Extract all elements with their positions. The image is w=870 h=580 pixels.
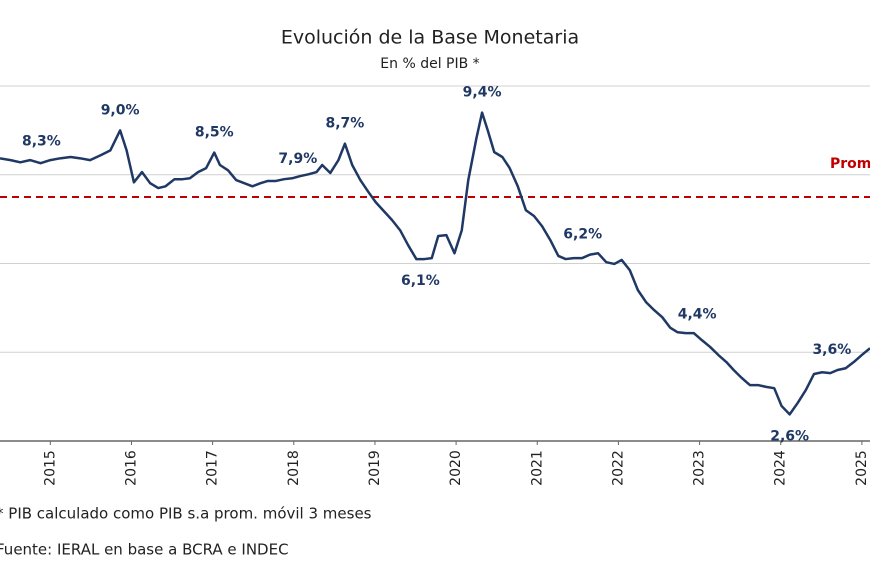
data-label: 9,4% xyxy=(463,85,502,101)
x-tick-label: 2021 xyxy=(529,450,545,486)
x-tick-label: 2017 xyxy=(205,450,221,486)
data-label: 7,9% xyxy=(278,151,317,167)
x-tick-label: 2020 xyxy=(448,450,464,486)
x-tick-label: 2022 xyxy=(610,450,626,486)
data-label: 2,6% xyxy=(770,428,809,444)
x-tick-label: 2015 xyxy=(42,450,58,486)
footnote: * PIB calculado como PIB s.a prom. móvil… xyxy=(0,505,372,523)
data-label: 4,4% xyxy=(678,307,717,323)
data-label: 8,7% xyxy=(326,116,365,132)
x-tick-label: 2018 xyxy=(286,450,302,486)
data-label: 3,6% xyxy=(812,342,851,358)
x-tick-label: 2024 xyxy=(773,450,789,486)
average-label: Prom xyxy=(830,156,870,172)
x-tick-label: 2023 xyxy=(692,450,708,486)
x-tick-label: 2019 xyxy=(367,450,383,486)
x-tick-label: 2025 xyxy=(854,450,870,486)
data-label: 8,3% xyxy=(22,133,61,149)
chart-subtitle: En % del PIB * xyxy=(380,56,479,72)
chart-title: Evolución de la Base Monetaria xyxy=(281,27,579,49)
source: Fuente: IERAL en base a BCRA e INDEC xyxy=(0,541,289,559)
line xyxy=(0,111,870,416)
x-tick-label: 2016 xyxy=(123,450,139,486)
data-label: 6,1% xyxy=(401,273,440,289)
data-label: 9,0% xyxy=(101,102,140,118)
data-label: 6,2% xyxy=(563,227,602,243)
data-label: 8,5% xyxy=(195,125,234,141)
